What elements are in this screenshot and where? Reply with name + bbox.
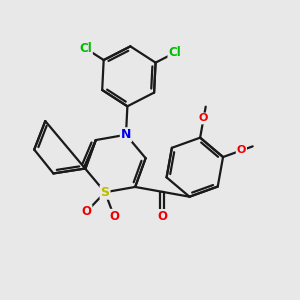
Text: Cl: Cl xyxy=(168,46,181,59)
Text: O: O xyxy=(109,210,119,223)
Text: S: S xyxy=(100,186,109,199)
Text: O: O xyxy=(157,210,167,223)
Text: N: N xyxy=(121,128,131,141)
Text: O: O xyxy=(199,113,208,124)
Text: Cl: Cl xyxy=(79,42,92,55)
Text: O: O xyxy=(81,205,92,218)
Text: O: O xyxy=(237,146,246,155)
